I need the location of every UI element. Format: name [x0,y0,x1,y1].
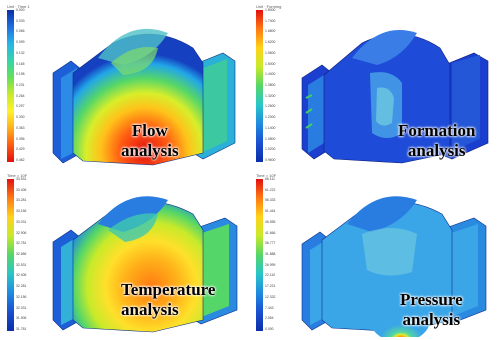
legend-tick-label: 1.4400 [265,72,276,77]
formation-color-legend [256,10,263,162]
formation-model [301,30,489,164]
legend-tick-label: 2.554 [265,316,274,321]
legend-tick-label: 1.2600 [265,104,276,109]
legend-tick-label: 0.9600 [265,158,276,162]
legend-tick-label: 0.231 [16,83,25,87]
legend-tick-label: 22.110 [265,273,276,278]
legend-tick-label: 0.132 [16,50,25,55]
pressure-caption: Pressure analysis [400,290,463,330]
legend-tick-label: 1.6200 [265,40,276,45]
temperature-caption: Temperature analysis [121,280,215,320]
pressure-analysis-panel: Time = 10F 66.111 61.222 56.333 51.444 46.55… [252,172,492,337]
legend-tick-label: 41.666 [265,230,276,235]
legend-tick-label: 1.3800 [265,83,276,87]
legend-tick-label: 61.222 [265,187,276,192]
legend-tick-label: 36.777 [265,241,276,246]
legend-tick-label: 33.531 [16,177,27,181]
legend-tick-label: 1.0800 [265,136,276,141]
legend-tick-label: 0.066 [16,29,25,34]
flow-caption-line2: analysis [121,141,179,160]
pressure-caption-line1: Pressure [400,290,463,309]
legend-tick-label: 0.363 [16,125,25,130]
legend-tick-label: 0.330 [16,115,25,120]
legend-tick-label: 32.906 [16,230,27,235]
legend-tick-label: 17.221 [265,284,276,289]
legend-tick-label: 32.656 [16,252,27,256]
legend-tick-label: 32.531 [16,262,27,267]
legend-tick-label: 26.999 [265,262,276,267]
pressure-legend-ticks: 66.111 61.222 56.333 51.444 46.555 41.666 36.7… [265,177,287,333]
formation-caption-line2: analysis [407,141,466,160]
formation-header: Unit · Forming [256,4,282,9]
legend-tick-label: 0.099 [16,40,25,45]
formation-analysis-panel: Unit · Forming 1.8000 1.7400 1.6800 1.6200 1… [252,3,492,168]
legend-tick-label: 33.281 [16,198,27,203]
legend-tick-label: 66.111 [265,177,275,181]
formation-caption-line1: Formation [398,121,476,140]
pressure-color-legend [256,179,263,331]
temperature-color-legend [7,179,14,331]
legend-tick-label: 32.781 [16,241,27,246]
pressure-header: Time = 10F [256,173,277,178]
temperature-caption-line1: Temperature [121,280,216,299]
flow-caption: Flow analysis [121,121,179,161]
temperature-model [52,196,238,333]
legend-tick-label: 51.444 [265,209,276,214]
temperature-legend-ticks: 33.531 33.406 33.281 33.156 33.031 32.906 32.7… [16,177,38,333]
legend-tick-label: 32.281 [16,284,27,289]
legend-tick-label: 1.8000 [265,8,276,12]
legend-tick-label: 0.165 [16,61,25,66]
temperature-caption-line2: analysis [121,300,179,319]
legend-tick-label: 1.0200 [265,147,276,152]
flow-model [52,28,236,166]
legend-tick-label: 0.429 [16,147,25,152]
flow-caption-line1: Flow [131,121,168,140]
flow-header: Unit · Time 1 [7,4,30,9]
legend-tick-label: 0.033 [16,18,25,23]
formation-legend-ticks: 1.8000 1.7400 1.6800 1.6200 1.5600 1.5000 1.44… [265,8,287,164]
legend-tick-label: 12.332 [265,294,276,299]
legend-tick-label: 1.3200 [265,93,276,98]
pressure-model [301,196,487,337]
pressure-caption-line2: analysis [402,310,461,329]
formation-caption: Formation analysis [398,121,475,161]
legend-tick-label: 32.156 [16,294,27,299]
legend-tick-label: 0.000 [16,8,25,12]
legend-tick-label: 0.198 [16,72,25,77]
legend-tick-label: 0.264 [16,93,25,98]
legend-tick-label: 0.396 [16,136,25,141]
legend-tick-label: 33.031 [16,219,27,224]
flow-color-legend [7,10,14,162]
legend-tick-label: 1.5000 [265,61,276,66]
legend-tick-label: 1.2000 [265,115,276,120]
flow-legend-ticks: 0.000 0.033 0.066 0.099 0.132 0.165 0.198 0.231… [16,8,38,164]
legend-tick-label: 1.1400 [265,125,276,130]
legend-tick-label: 56.333 [265,198,276,203]
legend-tick-label: 33.406 [16,187,27,192]
legend-tick-label: 1.5600 [265,50,276,55]
legend-tick-label: 1.6800 [265,29,276,34]
legend-tick-label: 7.443 [265,305,274,310]
temperature-analysis-panel: Time = 10F 33.531 33.406 33.281 33.156 33.03… [3,172,243,337]
legend-tick-label: 31.781 [16,327,27,331]
legend-tick-label: 32.406 [16,273,27,278]
legend-tick-label: 32.031 [16,305,27,310]
legend-tick-label: 31.888 [265,252,276,256]
legend-tick-label: 31.906 [16,316,27,321]
legend-tick-label: 46.555 [265,219,276,224]
legend-tick-label: 0.462 [16,158,25,162]
legend-tick-label: 1.7400 [265,18,276,23]
legend-tick-label: 0.000 [265,327,274,331]
flow-analysis-panel: Unit · Time 1 0.000 0.033 0.066 0.099 0.132 0… [3,3,243,168]
legend-tick-label: 0.297 [16,104,25,109]
legend-tick-label: 33.156 [16,209,27,214]
temperature-header: Time = 10F [7,173,28,178]
